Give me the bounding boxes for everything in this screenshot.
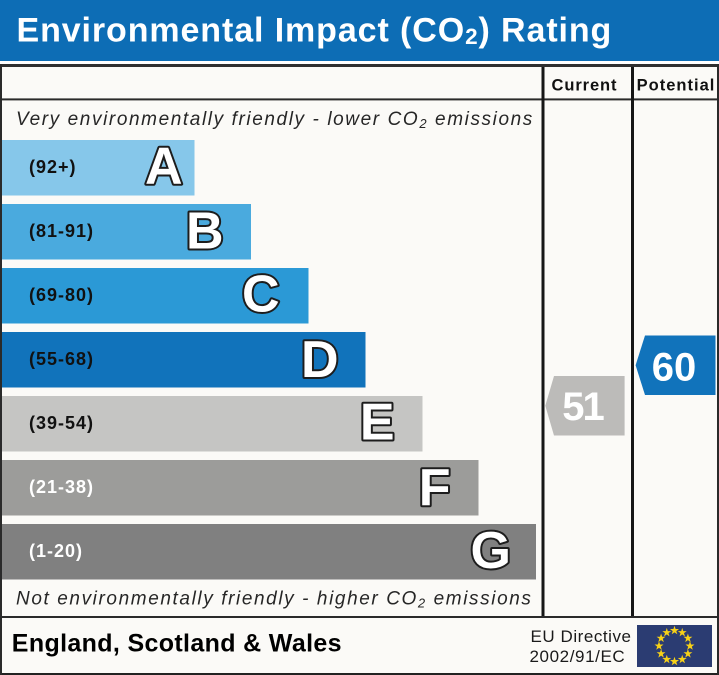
svg-text:(92+): (92+) — [29, 157, 77, 177]
svg-text:(55-68): (55-68) — [29, 349, 94, 369]
svg-text:Very environmentally friendly: Very environmentally friendly - lower CO… — [16, 109, 534, 131]
svg-text:(39-54): (39-54) — [29, 413, 94, 433]
svg-text:(81-91): (81-91) — [29, 221, 94, 241]
svg-text:C: C — [242, 266, 280, 324]
svg-text:B: B — [186, 202, 224, 260]
svg-text:E: E — [360, 394, 395, 452]
svg-text:(69-80): (69-80) — [29, 285, 94, 305]
svg-text:2002/91/EC: 2002/91/EC — [530, 647, 626, 666]
svg-text:Not environmentally friendly -: Not environmentally friendly - higher CO… — [16, 589, 533, 611]
svg-text:A: A — [145, 137, 183, 195]
svg-text:51: 51 — [562, 385, 604, 429]
svg-text:G: G — [471, 522, 511, 580]
svg-text:Current: Current — [552, 77, 618, 95]
svg-text:60: 60 — [652, 346, 697, 390]
svg-text:EU Directive: EU Directive — [531, 627, 632, 646]
svg-text:D: D — [301, 331, 339, 389]
svg-text:(1-20): (1-20) — [29, 541, 83, 561]
svg-text:F: F — [419, 459, 451, 517]
svg-text:(21-38): (21-38) — [29, 477, 94, 497]
svg-text:Potential: Potential — [637, 77, 716, 95]
svg-text:England, Scotland & Wales: England, Scotland & Wales — [12, 629, 342, 657]
svg-text:Environmental Impact (CO2) Rat: Environmental Impact (CO2) Rating — [17, 11, 613, 49]
